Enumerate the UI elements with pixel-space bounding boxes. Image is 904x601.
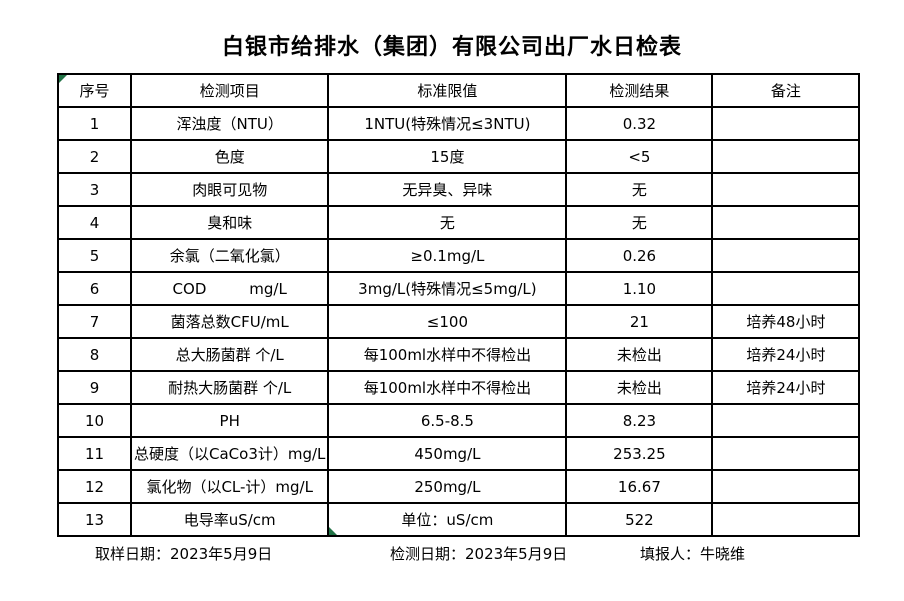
cell-note: [711, 469, 861, 504]
cell-result: 8.23: [565, 403, 714, 438]
header-standard-label: 标准限值: [417, 82, 478, 100]
table-row: 8 总大肠菌群 个/L 每100ml水样中不得检出 未检出 培养24小时: [57, 337, 861, 372]
cell-standard: 每100ml水样中不得检出: [327, 370, 568, 405]
table-row: 10 PH 6.5-8.5 8.23: [57, 403, 861, 438]
cell-item: 浑浊度（NTU）: [129, 106, 330, 141]
cell-result: 16.67: [565, 469, 714, 504]
cell-item: 电导率uS/cm: [129, 502, 330, 537]
cell-note: [711, 238, 861, 273]
sampling-date: 取样日期：2023年5月9日: [95, 545, 273, 563]
cell-item: 余氯（二氧化氯）: [129, 238, 330, 273]
cell-note: 培养48小时: [711, 304, 861, 339]
table-row: 7 菌落总数CFU/mL ≤100 21 培养48小时: [57, 304, 861, 339]
header-result: 检测结果: [565, 73, 714, 108]
table-row: 3 肉眼可见物 无异臭、异味无: [57, 172, 861, 207]
reporter: 填报人：牛晓维: [640, 545, 746, 563]
cell-seq: 4: [57, 205, 132, 240]
cell-note: [711, 403, 861, 438]
cell-result: 253.25: [565, 436, 714, 471]
header-note: 备注: [711, 73, 861, 108]
header-note-label: 备注: [770, 82, 801, 100]
header-result-label: 检测结果: [609, 82, 670, 100]
header-seq: 序号: [57, 73, 132, 108]
inspection-table: 序号 检测项目 标准限值 检测结果 备注 1 浑浊度（NTU） 1NTU(特殊情况≤…: [57, 73, 861, 537]
cell-standard: 每100ml水样中不得检出: [327, 337, 568, 372]
cell-result: 未检出: [565, 370, 714, 405]
table-row: 1 浑浊度（NTU） 1NTU(特殊情况≤3NTU) 0.32: [57, 106, 861, 141]
table-row: 5 余氯（二氧化氯） ≥0.1mg/L 0.26: [57, 238, 861, 273]
cell-standard: 250mg/L: [327, 469, 568, 504]
table-row: 9 耐热大肠菌群 个/L 每100ml水样中不得检出 未检出 培养24小时: [57, 370, 861, 405]
cell-item: 总硬度（以CaCo3计）mg/L: [129, 436, 330, 471]
cell-note: [711, 139, 861, 174]
cell-seq: 13: [57, 502, 132, 537]
cell-seq: 2: [57, 139, 132, 174]
cell-note: 培养24小时: [711, 370, 861, 405]
cell-standard: ≤100: [327, 304, 568, 339]
cell-standard: 无异臭、异味: [327, 172, 568, 207]
table-row: 11 总硬度（以CaCo3计）mg/L 450mg/L 253.25: [57, 436, 861, 471]
cell-standard: 1NTU(特殊情况≤3NTU): [327, 106, 568, 141]
cell-result: 未检出: [565, 337, 714, 372]
cell-standard: 450mg/L: [327, 436, 568, 471]
cell-seq: 1: [57, 106, 132, 141]
cell-seq: 6: [57, 271, 132, 306]
cell-standard: 15度: [327, 139, 568, 174]
header-seq-label: 序号: [79, 82, 110, 100]
cell-item: 总大肠菌群 个/L: [129, 337, 330, 372]
cell-seq: 8: [57, 337, 132, 372]
cell-result: 1.10: [565, 271, 714, 306]
cell-result: 0.32: [565, 106, 714, 141]
table-row: 2 色度 15度 <5: [57, 139, 861, 174]
table-row: 12 氯化物（以CL-计）mg/L 250mg/L 16.67: [57, 469, 861, 504]
cell-standard: ≥0.1mg/L: [327, 238, 568, 273]
cell-item: 色度: [129, 139, 330, 174]
green-corner-marker-icon: [330, 527, 338, 534]
test-date: 检测日期：2023年5月9日: [390, 545, 568, 563]
cell-result: 无: [565, 205, 714, 240]
page-title: 白银市给排水（集团）有限公司出厂水日检表: [221, 35, 682, 60]
header-row: 序号 检测项目 标准限值 检测结果 备注: [57, 73, 861, 108]
cell-result: 21: [565, 304, 714, 339]
green-corner-marker-icon: [60, 76, 67, 83]
cell-seq: 7: [57, 304, 132, 339]
cell-seq: 10: [57, 403, 132, 438]
cell-result: <5: [565, 139, 714, 174]
cell-item: PH: [129, 403, 330, 438]
cell-note: [711, 502, 861, 537]
cell-result: 无: [565, 172, 714, 207]
cell-note: [711, 172, 861, 207]
table-row: 13 电导率uS/cm 单位：uS/cm 522: [57, 502, 861, 537]
footer-row: 取样日期：2023年5月9日 检测日期：2023年5月9日 填报人：牛晓维: [0, 543, 904, 563]
cell-result: 0.26: [565, 238, 714, 273]
cell-item: 氯化物（以CL-计）mg/L: [129, 469, 330, 504]
cell-item: 臭和味: [129, 205, 330, 240]
cell-item: 菌落总数CFU/mL: [129, 304, 330, 339]
table-body: 1 浑浊度（NTU） 1NTU(特殊情况≤3NTU) 0.32 2 色度 15度 <5 3 肉眼可…: [57, 106, 861, 537]
cell-standard: 单位：uS/cm: [327, 502, 568, 537]
cell-seq: 12: [57, 469, 132, 504]
cell-standard: 无: [327, 205, 568, 240]
cell-seq: 11: [57, 436, 132, 471]
cell-note: [711, 205, 861, 240]
header-item-label: 检测项目: [199, 82, 260, 100]
cell-standard: 3mg/L(特殊情况≤5mg/L): [327, 271, 568, 306]
cell-note: [711, 271, 861, 306]
cell-item: COD mg/L: [129, 271, 330, 306]
header-standard: 标准限值: [327, 73, 568, 108]
header-item: 检测项目: [129, 73, 330, 108]
cell-note: [711, 436, 861, 471]
cell-seq: 3: [57, 172, 132, 207]
cell-note: [711, 106, 861, 141]
table-row: 6 COD mg/L 3mg/L(特殊情况≤5mg/L) 1.10: [57, 271, 861, 306]
cell-item: 肉眼可见物: [129, 172, 330, 207]
table-row: 4 臭和味无无: [57, 205, 861, 240]
cell-note: 培养24小时: [711, 337, 861, 372]
cell-result: 522: [565, 502, 714, 537]
cell-seq: 9: [57, 370, 132, 405]
cell-standard: 6.5-8.5: [327, 403, 568, 438]
cell-seq: 5: [57, 238, 132, 273]
cell-item: 耐热大肠菌群 个/L: [129, 370, 330, 405]
